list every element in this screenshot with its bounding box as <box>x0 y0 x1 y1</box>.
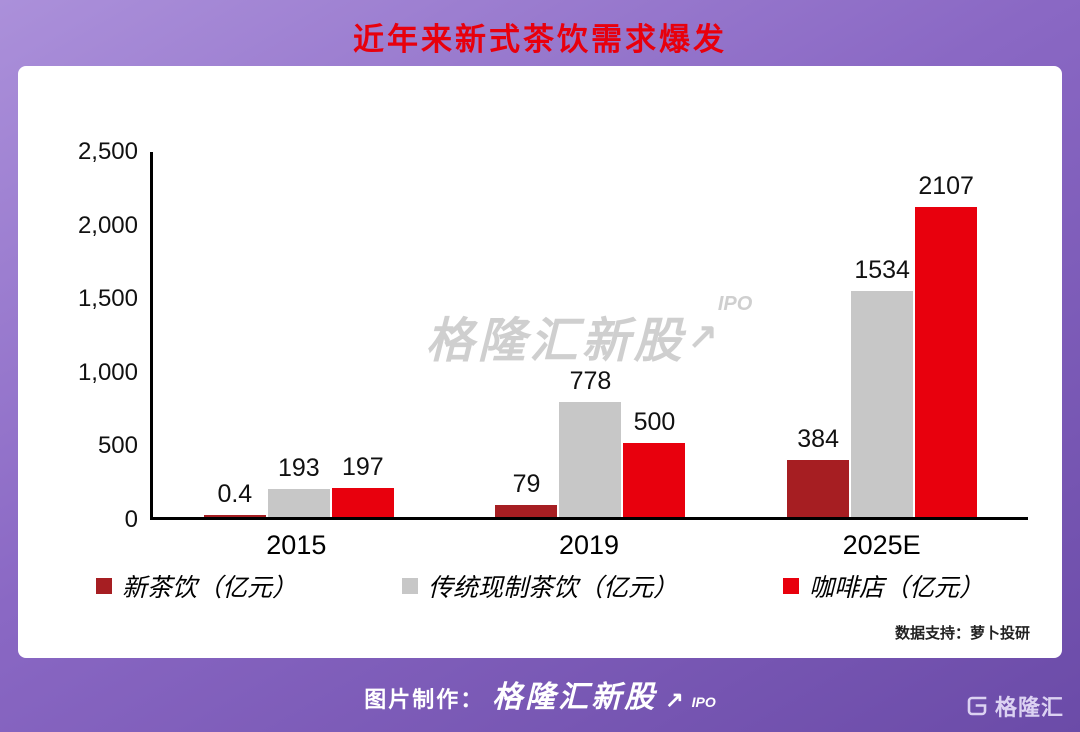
y-tick-label: 1,000 <box>77 358 138 386</box>
bar-group: 0.4 193 197 <box>203 453 394 517</box>
bar <box>851 291 914 517</box>
bar-value-label: 79 <box>512 470 541 499</box>
legend-label: 新茶饮（亿元） <box>121 575 297 602</box>
chart-card: 2,500 2,000 1,500 1,000 500 0 格隆汇新股 ↗ IPO 0.4… <box>18 66 1062 658</box>
legend-item: 新茶饮（亿元） <box>95 568 297 604</box>
bar-column: 79 <box>495 470 558 517</box>
footer-credit: 图片制作： 格隆汇新股 ↗ IPO <box>0 672 1080 716</box>
bar-column: 384 <box>787 425 850 517</box>
legend-label: 传统现制茶饮（亿元） <box>427 575 678 602</box>
plot-area: 0.4 193 197 79 778 500 384 1534 2107 <box>150 152 1028 520</box>
bar <box>559 402 622 517</box>
footer-suffix: IPO <box>691 694 716 710</box>
bar <box>267 488 330 517</box>
legend-item: 传统现制茶饮（亿元） <box>401 568 678 604</box>
footer-prefix: 图片制作： <box>364 687 485 712</box>
brand-logo-text: 格隆汇 <box>994 695 1064 720</box>
x-axis-label: 2025E <box>842 530 921 560</box>
bar <box>915 206 978 517</box>
bar <box>623 443 686 517</box>
legend-swatch <box>95 578 112 594</box>
bar-groups: 0.4 193 197 79 778 500 384 1534 2107 <box>153 152 1028 517</box>
footer-brand: 格隆汇新股 <box>492 681 658 714</box>
y-axis-ticks: 2,500 2,000 1,500 1,000 500 0 <box>38 139 138 533</box>
bar-value-label: 193 <box>277 453 320 482</box>
bar-group: 384 1534 2107 <box>787 171 978 517</box>
bar <box>787 460 850 517</box>
source-note: 数据支持：萝卜投研 <box>894 625 1030 642</box>
bar-value-label: 2107 <box>918 171 974 200</box>
y-tick-label: 2,000 <box>77 211 138 239</box>
legend-item: 咖啡店（亿元） <box>783 568 984 604</box>
y-tick-label: 2,500 <box>77 138 138 165</box>
legend: 新茶饮（亿元） 传统现制茶饮（亿元） 咖啡店（亿元） <box>18 568 1062 604</box>
x-axis-label: 2015 <box>266 530 327 560</box>
bar-column: 193 <box>267 453 330 517</box>
bar-column: 197 <box>331 453 394 517</box>
legend-swatch <box>401 578 418 594</box>
gelonghui-logo-icon <box>965 694 989 718</box>
brand-logo: 格隆汇 <box>965 690 1064 722</box>
footer-arrow-icon: ↗ <box>665 687 684 712</box>
y-tick-label: 0 <box>124 505 138 533</box>
x-axis-labels: 2015 2019 2025E <box>150 530 1028 561</box>
bar-column: 1534 <box>851 256 914 517</box>
y-tick-label: 500 <box>97 432 138 460</box>
bar-group: 79 778 500 <box>495 367 686 517</box>
page-title: 近年来新式茶饮需求爆发 <box>353 22 727 57</box>
bar-value-label: 500 <box>633 408 676 437</box>
x-axis-label: 2019 <box>558 530 620 560</box>
bar-value-label: 1534 <box>854 256 910 285</box>
bar-value-label: 384 <box>797 425 839 454</box>
bar <box>331 488 394 517</box>
legend-swatch <box>783 578 799 594</box>
bar-column: 2107 <box>915 171 978 517</box>
bar-column: 0.4 <box>203 479 266 517</box>
bar <box>203 514 266 517</box>
bar-value-label: 778 <box>569 367 612 396</box>
bar <box>495 505 558 517</box>
legend-label: 咖啡店（亿元） <box>809 575 985 602</box>
bar-column: 778 <box>559 367 622 517</box>
bar-column: 500 <box>623 408 686 517</box>
bar-value-label: 0.4 <box>217 479 253 508</box>
y-tick-label: 1,500 <box>77 285 138 313</box>
bar-value-label: 197 <box>341 453 384 482</box>
